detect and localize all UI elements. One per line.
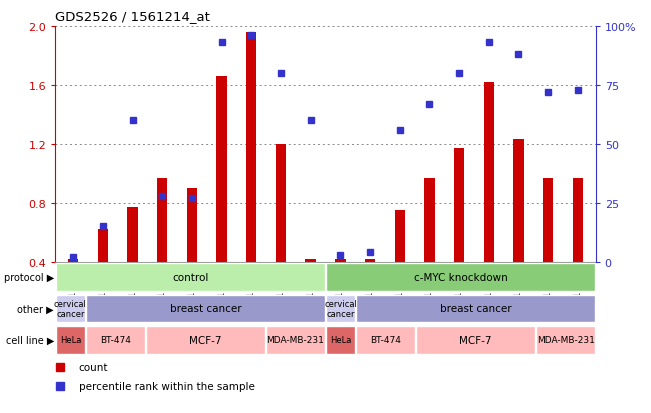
Bar [86, 326, 145, 354]
Bar [326, 326, 355, 354]
Text: MCF-7: MCF-7 [189, 335, 222, 345]
Text: MCF-7: MCF-7 [460, 335, 492, 345]
Bar [484, 83, 494, 262]
Bar [513, 140, 523, 262]
Text: percentile rank within the sample: percentile rank within the sample [79, 381, 255, 391]
Bar [56, 295, 85, 323]
Bar [326, 263, 595, 291]
Bar [157, 178, 167, 262]
Bar [305, 259, 316, 262]
Bar [216, 77, 227, 262]
Bar [326, 295, 355, 323]
Text: cervical
cancer: cervical cancer [54, 299, 87, 318]
Text: HeLa: HeLa [330, 336, 351, 344]
Bar [454, 149, 464, 262]
Text: control: control [173, 272, 208, 282]
Bar [146, 326, 265, 354]
Bar [395, 211, 405, 262]
Bar [86, 295, 325, 323]
Text: cervical
cancer: cervical cancer [324, 299, 357, 318]
Bar [128, 208, 138, 262]
Text: MDA-MB-231: MDA-MB-231 [536, 336, 594, 344]
Bar [424, 178, 435, 262]
Text: other ▶: other ▶ [18, 304, 54, 314]
Bar [543, 178, 553, 262]
Bar [56, 263, 325, 291]
Bar [416, 326, 535, 354]
Text: c-MYC knockdown: c-MYC knockdown [413, 272, 508, 282]
Bar [356, 326, 415, 354]
Bar [187, 189, 197, 262]
Text: count: count [79, 363, 108, 373]
Text: breast cancer: breast cancer [170, 304, 242, 314]
Text: BT-474: BT-474 [100, 336, 131, 344]
Bar [246, 33, 256, 262]
Text: GDS2526 / 1561214_at: GDS2526 / 1561214_at [55, 10, 210, 23]
Bar [68, 259, 78, 262]
Text: MDA-MB-231: MDA-MB-231 [266, 336, 324, 344]
Text: cell line ▶: cell line ▶ [6, 335, 54, 345]
Text: protocol ▶: protocol ▶ [4, 272, 54, 282]
Bar [335, 259, 346, 262]
Bar [56, 326, 85, 354]
Bar [536, 326, 595, 354]
Bar [276, 145, 286, 262]
Bar [98, 230, 108, 262]
Text: breast cancer: breast cancer [440, 304, 512, 314]
Text: HeLa: HeLa [60, 336, 81, 344]
Bar [266, 326, 325, 354]
Text: BT-474: BT-474 [370, 336, 401, 344]
Bar [365, 259, 375, 262]
Bar [356, 295, 595, 323]
Bar [573, 178, 583, 262]
